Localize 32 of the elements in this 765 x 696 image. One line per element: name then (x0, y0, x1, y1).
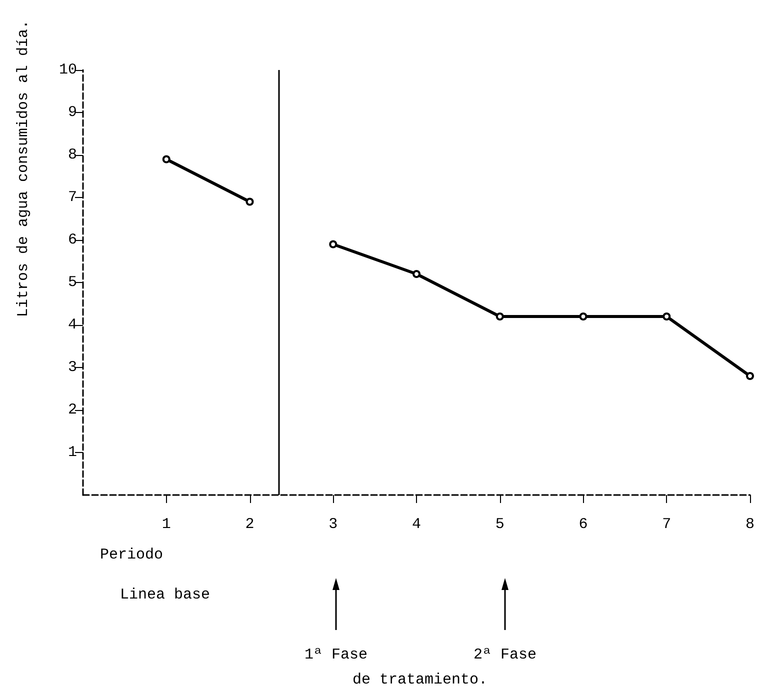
x-tick-label: 6 (578, 516, 588, 533)
x-tick-label: 8 (745, 516, 755, 533)
text: 1ª Fase (304, 646, 368, 664)
text: 2ª Fase (473, 646, 537, 664)
x-tick-label: 2 (245, 516, 254, 533)
point (579, 312, 588, 320)
point (746, 372, 754, 380)
y-tick-label: 4 (68, 316, 77, 334)
y-tick-label: 2 (68, 402, 77, 418)
y-tick-label: 7 (68, 189, 77, 206)
point (412, 270, 420, 278)
y-tick-label: 8 (68, 146, 77, 164)
y-tick-label: 6 (68, 232, 77, 248)
x-tick-label: 1 (162, 516, 171, 533)
y-axis-title: Litros de agua consumidos al día. (15, 20, 32, 318)
x-tick-label: 7 (662, 516, 672, 533)
point (662, 312, 671, 320)
x-tick-label: 4 (412, 516, 422, 533)
x-tick-label: 5 (495, 516, 504, 533)
point (496, 312, 504, 320)
text: Periodo (100, 546, 164, 564)
point (329, 240, 338, 248)
y-tick-label: 5 (68, 274, 77, 291)
point (246, 198, 254, 206)
y-tick-label: 1 (68, 444, 77, 461)
y-tick-label: 9 (68, 104, 77, 121)
x-tick-label: 3 (328, 516, 338, 533)
point (162, 155, 170, 164)
text: de tratamiento. (352, 672, 488, 688)
y-tick-label: 10 (58, 62, 77, 78)
text: Linea base (120, 586, 210, 604)
y-tick-label: 3 (68, 359, 77, 376)
